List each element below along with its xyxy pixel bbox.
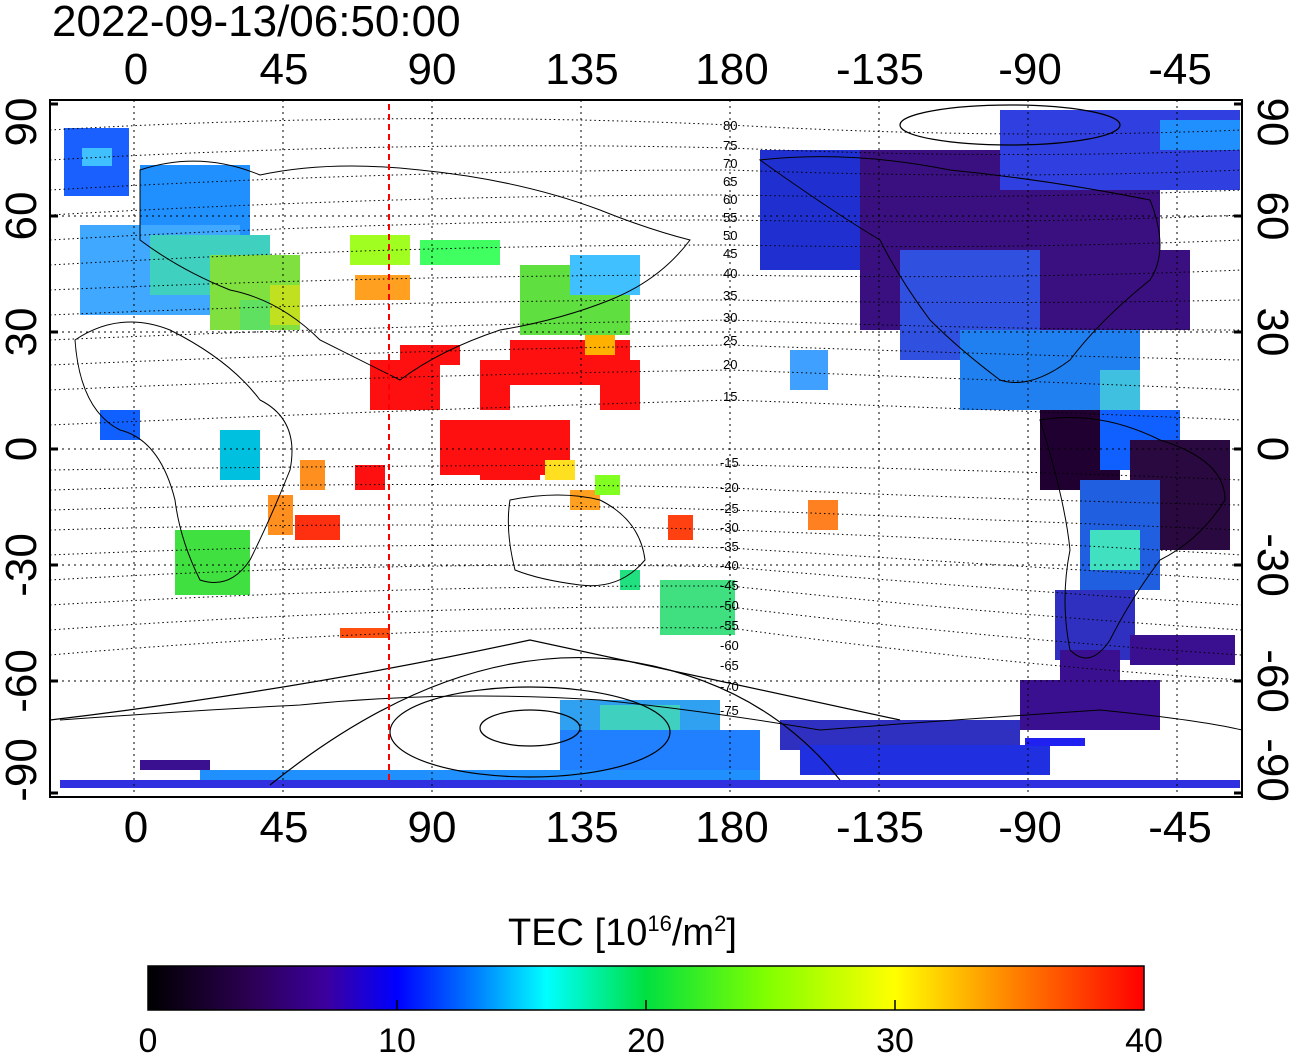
bottom-lon-tick: 180 <box>695 803 768 852</box>
top-lon-tick: 45 <box>260 45 309 94</box>
mlat-label-s25: -25 <box>720 501 739 516</box>
mlat-label-s15: -15 <box>720 455 739 470</box>
mlat-label-35: 35 <box>723 288 737 303</box>
right-lat-tick: -30 <box>1248 533 1294 597</box>
tec-region-antarctica <box>60 680 1240 788</box>
mlat-label-s30: -30 <box>720 520 739 535</box>
bottom-lon-tick: -45 <box>1148 803 1212 852</box>
left-lat-tick: -90 <box>0 738 46 802</box>
right-lat-tick: 0 <box>1248 437 1294 461</box>
mlat-label-40: 40 <box>723 266 737 281</box>
mlat-label-s45: -45 <box>720 578 739 593</box>
mlat-label-s55: -55 <box>720 618 739 633</box>
top-lon-tick: 135 <box>545 45 618 94</box>
colorbar-tick-label: 10 <box>378 1022 416 1057</box>
magnetic-latitude-contours <box>49 118 1243 681</box>
right-lat-tick: -60 <box>1248 649 1294 713</box>
colorbar-tick-label: 20 <box>627 1022 665 1057</box>
mlat-label-s70: -70 <box>720 679 739 694</box>
colorbar-tick-label: 0 <box>139 1022 158 1057</box>
top-lon-tick: -135 <box>836 45 924 94</box>
right-lat-axis: 90 60 30 0 -30 -60 -90 <box>1248 98 1294 802</box>
tec-region-south-america <box>1040 410 1235 680</box>
axis-tick-marks <box>50 102 1242 795</box>
bottom-lon-tick: 0 <box>124 803 148 852</box>
top-lon-tick: -45 <box>1148 45 1212 94</box>
bottom-lon-axis: 0 45 90 135 180 -135 -90 -45 <box>124 803 1212 852</box>
colorbar: TEC [1016/m2] 0 10 20 30 40 <box>139 911 1163 1057</box>
right-lat-tick: 90 <box>1248 98 1294 147</box>
left-lat-axis: 90 60 30 0 -30 -60 -90 <box>0 98 46 802</box>
auroral-oval-contours <box>49 104 1121 786</box>
mlat-label-70: 70 <box>723 156 737 171</box>
top-lon-tick: -90 <box>998 45 1062 94</box>
mlat-labels: 80 75 70 65 60 55 50 45 40 35 30 25 20 1… <box>720 118 739 718</box>
bottom-lon-tick: -135 <box>836 803 924 852</box>
top-lon-tick: 90 <box>408 45 457 94</box>
left-lat-tick: -60 <box>0 649 46 713</box>
tec-region-europe <box>64 128 300 330</box>
mlat-label-20: 20 <box>723 357 737 372</box>
top-lon-tick: 180 <box>695 45 768 94</box>
mlat-label-25: 25 <box>723 333 737 348</box>
bottom-lon-tick: 90 <box>408 803 457 852</box>
tec-data-layer <box>60 110 1240 788</box>
colorbar-title: TEC [1016/m2] <box>508 911 737 954</box>
colorbar-gradient <box>147 965 1145 1011</box>
bottom-lon-tick: -90 <box>998 803 1062 852</box>
right-lat-tick: 60 <box>1248 192 1294 241</box>
right-lat-tick: -90 <box>1248 738 1294 802</box>
tec-region-central-asia <box>350 235 500 300</box>
colorbar-tick-label: 40 <box>1125 1022 1163 1057</box>
left-lat-tick: 90 <box>0 98 46 147</box>
mlat-label-s60: -60 <box>720 638 739 653</box>
colorbar-tick-label: 30 <box>876 1022 914 1057</box>
mlat-label-65: 65 <box>723 174 737 189</box>
colorbar-tick-marks <box>396 1000 896 1010</box>
left-lat-tick: 30 <box>0 308 46 357</box>
right-lat-tick: 30 <box>1248 308 1294 357</box>
map-panel <box>49 99 1243 798</box>
mlat-label-60: 60 <box>723 192 737 207</box>
top-lon-tick: 0 <box>124 45 148 94</box>
mlat-label-s50: -50 <box>720 598 739 613</box>
tec-region-oceania <box>340 350 838 638</box>
mlat-label-75: 75 <box>723 138 737 153</box>
mlat-label-s35: -35 <box>720 539 739 554</box>
bottom-lon-tick: 45 <box>260 803 309 852</box>
mlat-label-80: 80 <box>723 118 737 133</box>
mlat-label-s75: -75 <box>720 703 739 718</box>
mlat-label-15: 15 <box>723 389 737 404</box>
mlat-label-55: 55 <box>723 210 737 225</box>
left-lat-tick: -30 <box>0 533 46 597</box>
coastlines <box>59 156 1243 731</box>
mlat-label-50: 50 <box>723 228 737 243</box>
mlat-label-45: 45 <box>723 246 737 261</box>
mlat-label-s40: -40 <box>720 558 739 573</box>
mlat-label-30: 30 <box>723 310 737 325</box>
tec-region-north-america <box>760 110 1240 410</box>
left-lat-tick: 0 <box>0 437 46 461</box>
mlat-label-s20: -20 <box>720 480 739 495</box>
timestamp-title: 2022-09-13/06:50:00 <box>52 0 461 46</box>
mlat-label-s65: -65 <box>720 658 739 673</box>
top-lon-axis: 0 45 90 135 180 -135 -90 -45 <box>124 45 1212 94</box>
left-lat-tick: 60 <box>0 192 46 241</box>
bottom-lon-tick: 135 <box>545 803 618 852</box>
